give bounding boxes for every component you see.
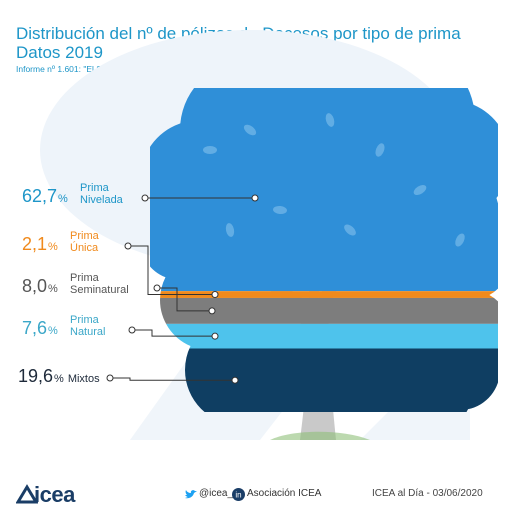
twitter-icon [185,490,197,499]
connector-end-2 [211,291,219,299]
connector-end-3 [208,307,216,315]
connector-line-4 [132,329,215,337]
category-label-5: Mixtos [67,373,100,385]
connector-end-5 [231,376,239,384]
unit-label-4: % [48,325,58,337]
connector-start-1 [141,194,149,202]
connector-start-5 [106,374,114,382]
connector-start-2 [124,242,132,250]
band-2 [150,291,498,298]
footer-date: ICEA al Día - 03/06/2020 [372,488,483,499]
unit-label-3: % [48,283,58,295]
connector-line-5 [110,377,235,381]
unit-label-2: % [48,241,58,253]
unit-label-1: % [58,193,68,205]
label-2: 2,1% Prima Única [22,230,99,255]
connector-start-4 [128,326,136,334]
value-label-3: 8,0 [22,276,48,296]
value-label-2: 2,1 [22,234,48,254]
label-3: 8,0% Prima Seminatural [22,272,129,297]
connectors-group [106,194,259,384]
icea-logo-icon [16,484,38,504]
category-label-1: Prima Nivelada [80,182,123,206]
label-4: 7,6% Prima Natural [22,314,105,339]
connector-end-4 [211,332,219,340]
connector-line-2 [128,245,215,296]
connector-end-1 [251,194,259,202]
label-5: 19,6% Mixtos [18,366,100,387]
band-1 [150,88,498,292]
linkedin-name[interactable]: Asociación ICEA [247,488,322,499]
footer: icea @icea_es in Asociación ICEA ICEA al… [0,482,516,507]
twitter-handle[interactable]: @icea_es [199,488,244,499]
category-label-3: Prima Seminatural [70,272,129,296]
connector-line-3 [157,287,212,312]
label-1: 62,7% Prima Nivelada [22,182,123,207]
unit-label-5: % [54,373,64,385]
bands-group [150,88,498,412]
value-label-5: 19,6 [18,366,54,386]
svg-text:in: in [235,491,241,500]
value-label-4: 7,6 [22,318,48,338]
category-label-4: Prima Natural [70,314,106,338]
category-label-2: Prima Única [70,230,99,254]
icea-logo-text: icea [34,482,75,507]
value-label-1: 62,7 [22,186,58,206]
connector-start-3 [153,284,161,292]
linkedin-icon: in [232,488,245,501]
tree-chart [40,30,498,440]
